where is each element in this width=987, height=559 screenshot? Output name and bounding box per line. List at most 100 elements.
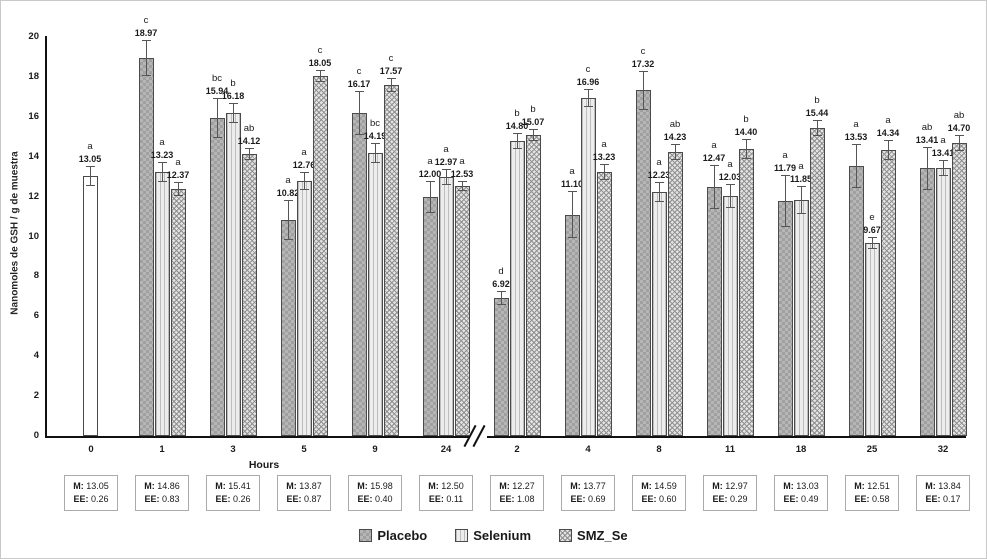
error-bar [730,184,731,208]
summary-standard-error: EE: 0.29 [712,494,748,504]
error-bar [785,174,786,227]
summary-mean: M: 14.59 [641,481,677,491]
error-bar [675,144,676,161]
error-bar-cap-top [442,169,451,171]
bar-value-label: 15.44 [805,107,829,118]
error-bar [90,165,91,186]
bar-value-label: 17.57 [379,66,403,77]
error-bar-cap-top [229,103,238,105]
error-bar [391,78,392,93]
significance-letter: a [443,144,449,156]
error-bar-cap-top [300,172,309,174]
bar-selenium-h32 [936,168,951,436]
summary-standard-error: EE: 0.83 [144,494,180,504]
error-bar-cap-bottom [513,147,522,149]
summary-box-h1: M: 14.86 EE: 0.83 [135,475,189,511]
significance-letter: a [569,165,575,177]
bar-placebo-h5 [281,220,296,436]
error-bar [643,70,644,111]
summary-box-h0: M: 13.05 EE: 0.26 [64,475,118,511]
error-bar [304,172,305,191]
x-axis-line [45,436,966,438]
significance-letter: a [711,140,717,152]
significance-letter: b [743,113,749,125]
error-bar-cap-bottom [174,195,183,197]
error-bar-cap-top [584,88,593,90]
y-tick-label: 8 [33,270,39,282]
error-bar-cap-top [568,190,577,192]
summary-mean: M: 13.87 [286,481,322,491]
summary-mean: M: 13.84 [925,481,961,491]
x-tick-label: 3 [230,444,236,455]
error-bar-cap-bottom [813,134,822,136]
significance-letter: b [230,78,236,90]
summary-standard-error: EE: 1.08 [499,494,535,504]
bar-value-label: 12.76 [292,160,316,171]
significance-letter: a [301,147,307,159]
bar-value-label: 14.12 [237,136,261,147]
error-bar [872,237,873,250]
error-bar [659,182,660,202]
bar-value-label: 10.82 [276,188,300,199]
error-bar [588,88,589,107]
error-bar [375,142,376,163]
bar-value-label: 14.40 [734,126,758,137]
error-bar-cap-top [458,181,467,183]
bar-smz_se-h24 [455,186,470,436]
x-tick-label: 32 [937,444,949,455]
error-bar-cap-bottom [458,190,467,191]
significance-letter: ab [243,123,255,135]
significance-letter: bc [369,117,381,129]
bar-value-label: 6.92 [492,278,510,289]
summary-mean: M: 12.51 [854,481,890,491]
error-bar-cap-top [513,132,522,134]
bar-placebo-h8 [636,90,651,436]
error-bar-cap-top [426,180,435,182]
error-bar-cap-top [639,70,648,72]
error-bar [446,169,447,186]
bar-value-label: 12.23 [647,170,671,181]
error-bar [178,182,179,197]
error-bar-cap-top [781,174,790,176]
error-bar-cap-bottom [671,159,680,161]
bar-value-label: 12.00 [418,168,442,179]
summary-mean: M: 14.86 [144,481,180,491]
significance-letter: d [498,265,504,277]
significance-letter: a [940,135,946,147]
bar-selenium-h18 [794,199,809,436]
error-bar-cap-bottom [742,157,751,159]
significance-letter: a [885,114,891,126]
error-bar-cap-top [884,139,893,141]
y-axis-line [45,36,47,437]
x-tick-label: 9 [372,444,378,455]
bar-selenium-h5 [297,181,312,436]
bar-placebo-h18 [778,200,793,436]
bar-smz_se-h1 [171,189,186,436]
significance-letter: c [388,53,394,65]
error-bar-cap-bottom [923,189,932,191]
error-bar-cap-top [142,39,151,41]
error-bar [604,164,605,181]
bar-value-label: 18.05 [308,57,332,68]
error-bar [146,39,147,76]
y-tick-label: 10 [28,230,39,242]
bar-placebo-h24 [423,196,438,436]
significance-letter: a [656,157,662,169]
bar-smz_se-h9 [384,85,399,436]
legend-item-placebo: Placebo [359,528,427,543]
error-bar-cap-top [245,148,254,150]
y-tick-label: 6 [33,310,39,322]
bar-value-label: 13.41 [915,134,939,145]
summary-standard-error: EE: 0.11 [428,494,464,504]
x-tick-label: 5 [301,444,307,455]
error-bar [817,119,818,136]
summary-standard-error: EE: 0.60 [641,494,677,504]
bar-value-label: 11.79 [773,162,797,173]
summary-box-h25: M: 12.51 EE: 0.58 [845,475,899,511]
error-bar-cap-top [355,91,364,93]
bar-selenium-h3 [226,113,241,436]
error-bar-cap-bottom [426,211,435,213]
significance-letter: c [585,63,591,75]
bar-value-label: 17.32 [631,58,655,69]
